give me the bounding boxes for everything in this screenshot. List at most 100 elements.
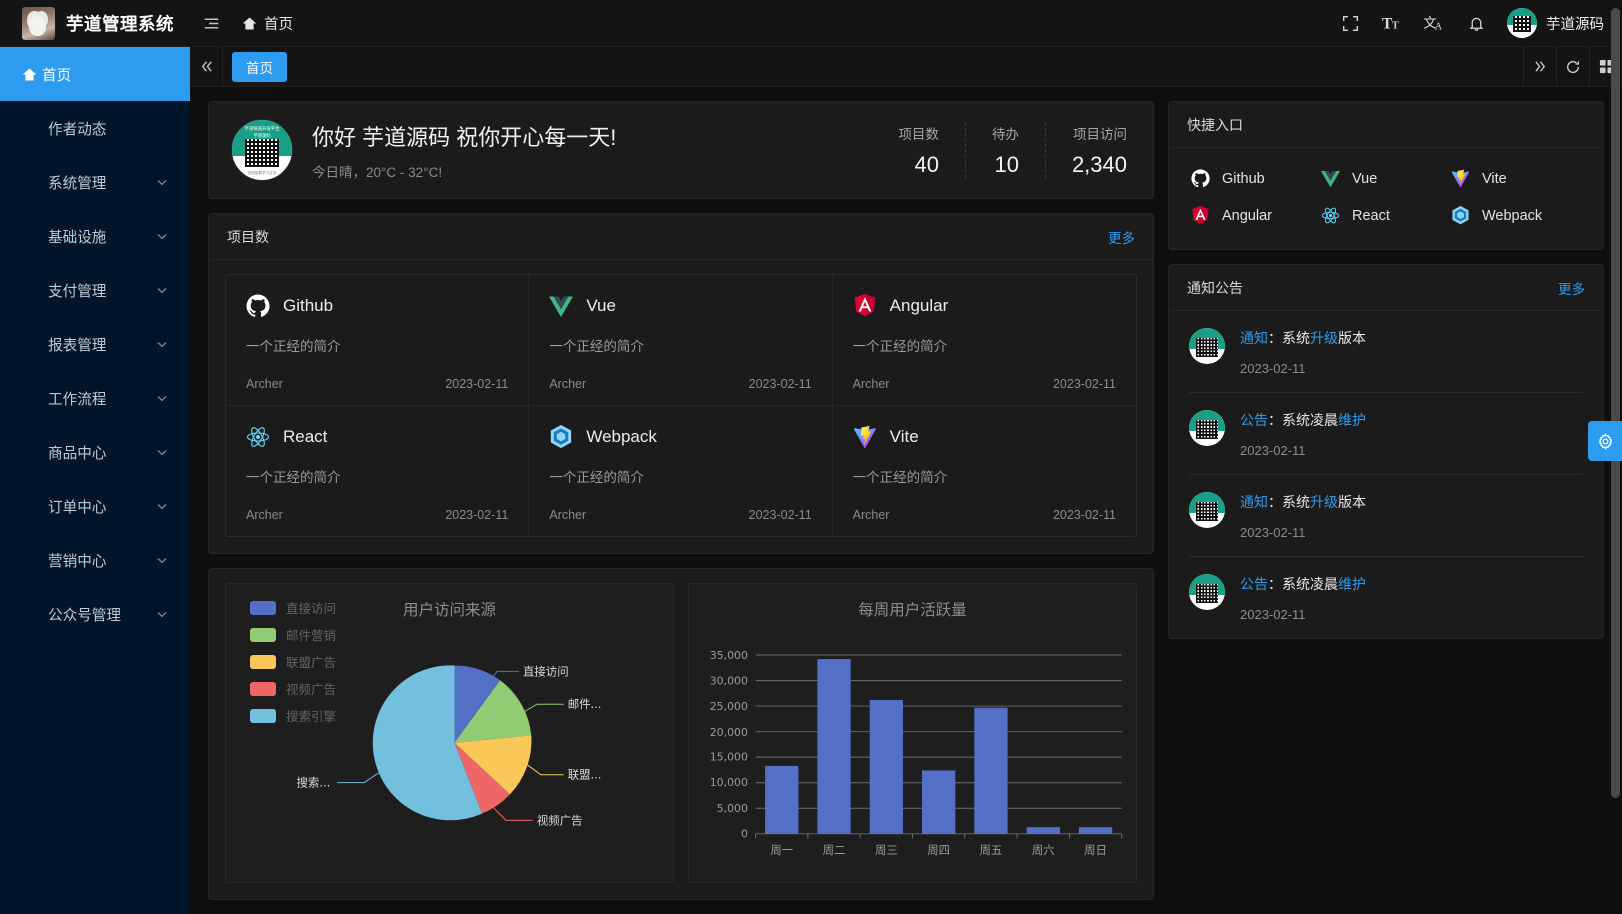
shortcut-webpack[interactable]: Webpack bbox=[1451, 206, 1581, 225]
sidebar-item-system[interactable]: 系统管理 bbox=[0, 155, 190, 209]
chevron-double-right-icon[interactable] bbox=[1523, 46, 1556, 87]
notice-item[interactable]: 公告：系统凌晨维护 2023-02-11 bbox=[1189, 557, 1583, 638]
notice-item[interactable]: 通知：系统升级版本 2023-02-11 bbox=[1189, 311, 1583, 393]
notice-pre: 系统凌晨 bbox=[1282, 576, 1338, 592]
notice-item[interactable]: 公告：系统凌晨维护 2023-02-11 bbox=[1189, 393, 1583, 475]
project-desc: 一个正经的简介 bbox=[549, 470, 644, 485]
shortcut-vue[interactable]: Vue bbox=[1321, 169, 1451, 188]
project-author: Archer bbox=[852, 508, 890, 522]
legend-item[interactable]: 邮件营销 bbox=[250, 625, 336, 644]
notice-title[interactable]: 公告：系统凌晨维护 bbox=[1240, 410, 1583, 430]
legend-item[interactable]: 联盟广告 bbox=[250, 652, 336, 671]
angular-icon bbox=[853, 294, 877, 318]
notice-title[interactable]: 通知：系统升级版本 bbox=[1240, 328, 1583, 348]
bar-tue bbox=[817, 659, 851, 834]
tab-home[interactable]: 首页 bbox=[232, 51, 287, 82]
sidebar-item-mp[interactable]: 公众号管理 bbox=[0, 587, 190, 641]
breadcrumb-home[interactable]: 首页 bbox=[242, 13, 293, 34]
avatar bbox=[1507, 8, 1537, 38]
legend-item[interactable]: 直接访问 bbox=[250, 598, 336, 617]
x-tick: 周日 bbox=[1084, 843, 1107, 857]
fullscreen-icon[interactable] bbox=[1331, 0, 1369, 47]
legend-item[interactable]: 搜索引擎 bbox=[250, 706, 336, 725]
stat-projects: 项目数 40 bbox=[872, 122, 966, 178]
shortcuts-title: 快捷入口 bbox=[1187, 116, 1243, 133]
project-title-row: Github bbox=[246, 294, 508, 318]
sidebar-item-infrastructure[interactable]: 基础设施 bbox=[0, 209, 190, 263]
sidebar-item-product[interactable]: 商品中心 bbox=[0, 425, 190, 479]
legend-swatch bbox=[250, 681, 276, 696]
user-menu[interactable]: 芋道源码 bbox=[1499, 8, 1604, 38]
project-desc: 一个正经的简介 bbox=[246, 339, 341, 354]
project-card-webpack[interactable]: Webpack 一个正经的简介 Archer 2023-02-11 bbox=[529, 406, 833, 536]
notice-title[interactable]: 公告：系统凌晨维护 bbox=[1240, 574, 1583, 594]
welcome-weather: 今日晴，20°C - 32°C! bbox=[312, 164, 443, 180]
stat-label: 待办 bbox=[991, 126, 1019, 142]
sidebar-item-order[interactable]: 订单中心 bbox=[0, 479, 190, 533]
shortcut-angular[interactable]: Angular bbox=[1191, 206, 1321, 225]
project-author: Archer bbox=[246, 377, 283, 391]
project-card-vue[interactable]: Vue 一个正经的简介 Archer 2023-02-11 bbox=[529, 275, 833, 406]
sidebar-item-label: 系统管理 bbox=[48, 175, 107, 192]
pie-svg: 直接访问 邮件... 联盟... 视频广告 搜索... bbox=[297, 664, 602, 827]
sidebar-item-payment[interactable]: 支付管理 bbox=[0, 263, 190, 317]
refresh-icon[interactable] bbox=[1556, 46, 1589, 87]
bars bbox=[765, 659, 1113, 834]
sidebar-item-home[interactable]: 首页 bbox=[0, 47, 190, 101]
sidebar-item-report[interactable]: 报表管理 bbox=[0, 317, 190, 371]
projects-title: 项目数 bbox=[227, 228, 269, 245]
webpack-icon bbox=[549, 425, 573, 449]
project-card-react[interactable]: React 一个正经的简介 Archer 2023-02-11 bbox=[226, 406, 530, 536]
sidebar-item-label: 商品中心 bbox=[48, 445, 107, 462]
translate-icon[interactable]: 文 A bbox=[1415, 0, 1453, 47]
x-tick: 周三 bbox=[875, 843, 898, 857]
page-scrollbar[interactable] bbox=[1611, 0, 1620, 914]
main-area: 首页 bbox=[190, 46, 1622, 914]
vue-icon bbox=[1321, 169, 1340, 188]
sidebar-item-marketing[interactable]: 营销中心 bbox=[0, 533, 190, 587]
project-date: 2023-02-11 bbox=[1052, 377, 1116, 391]
notice-body: 公告：系统凌晨维护 2023-02-11 bbox=[1240, 574, 1583, 622]
notice-date: 2023-02-11 bbox=[1240, 361, 1306, 376]
welcome-card: 芋道快速开发平台芋道源码微信群 扫码加群学习交流 你好 芋道源码 祝你开心每一天… bbox=[208, 101, 1154, 199]
shortcut-react[interactable]: React bbox=[1321, 206, 1451, 225]
hamburger-icon[interactable] bbox=[190, 0, 232, 47]
shortcut-github[interactable]: Github bbox=[1191, 169, 1321, 188]
legend-swatch bbox=[250, 654, 276, 669]
project-card-github[interactable]: Github 一个正经的简介 Archer 2023-02-11 bbox=[226, 275, 530, 406]
sidebar-item-author-news[interactable]: 作者动态 bbox=[0, 101, 190, 155]
bell-icon[interactable] bbox=[1457, 0, 1495, 47]
stat-label: 项目数 bbox=[898, 126, 939, 142]
react-icon bbox=[1321, 206, 1340, 225]
projects-more-link[interactable]: 更多 bbox=[1108, 230, 1135, 246]
project-date: 2023-02-11 bbox=[445, 508, 509, 522]
charts-card: 用户访问来源 直接访问 邮件营销 bbox=[208, 568, 1154, 900]
project-card-angular[interactable]: Angular 一个正经的简介 Archer 2023-02-11 bbox=[832, 275, 1136, 406]
chart-title: 每周用户活跃量 bbox=[858, 602, 967, 619]
project-date: 2023-02-11 bbox=[1052, 508, 1116, 522]
notice-kind: 公告 bbox=[1240, 576, 1268, 592]
pie-label-video: 视频广告 bbox=[537, 813, 583, 827]
legend-item[interactable]: 视频广告 bbox=[250, 679, 336, 698]
project-card-vite[interactable]: Vite 一个正经的简介 Archer 2023-02-11 bbox=[833, 406, 1136, 536]
shortcut-label: Vite bbox=[1482, 170, 1507, 187]
vue-icon bbox=[549, 294, 574, 318]
font-size-icon[interactable]: T T bbox=[1373, 0, 1411, 47]
notice-kind: 通知 bbox=[1240, 330, 1268, 346]
chevron-down-icon bbox=[156, 392, 168, 404]
legend-swatch bbox=[250, 627, 276, 642]
project-date: 2023-02-11 bbox=[748, 508, 812, 522]
sidebar: 首页 作者动态 系统管理 基础设施 支付管理 报表管理 工作流程 bbox=[0, 47, 190, 914]
angular-icon bbox=[1191, 206, 1210, 225]
notices-more-link[interactable]: 更多 bbox=[1558, 281, 1585, 297]
projects-body: Github 一个正经的简介 Archer 2023-02-11 bbox=[209, 260, 1153, 553]
sidebar-item-workflow[interactable]: 工作流程 bbox=[0, 371, 190, 425]
settings-drawer-button[interactable] bbox=[1588, 421, 1622, 461]
app-title: 芋道管理系统 bbox=[66, 13, 174, 34]
notice-title[interactable]: 通知：系统升级版本 bbox=[1240, 492, 1583, 512]
shortcut-vite[interactable]: Vite bbox=[1451, 169, 1581, 188]
svg-text:T: T bbox=[1382, 15, 1393, 32]
chevron-double-left-icon[interactable] bbox=[190, 46, 223, 87]
notice-item[interactable]: 通知：系统升级版本 2023-02-11 bbox=[1189, 475, 1583, 557]
brand[interactable]: 芋道管理系统 bbox=[0, 6, 190, 40]
